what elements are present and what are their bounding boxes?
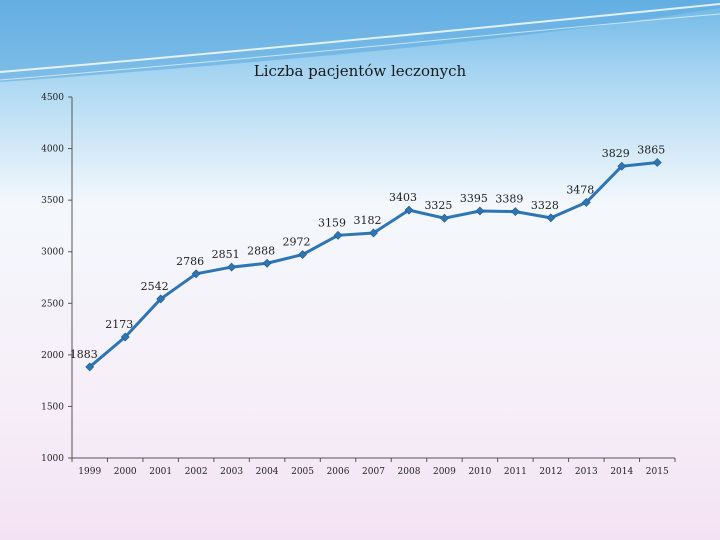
data-label: 3389 bbox=[495, 193, 523, 206]
header-swoosh-decoration bbox=[0, 0, 720, 82]
x-tick-label: 2015 bbox=[646, 467, 669, 477]
x-tick-label: 1999 bbox=[78, 467, 101, 477]
x-tick-label: 2014 bbox=[610, 467, 633, 477]
data-point bbox=[298, 250, 307, 260]
data-label: 3182 bbox=[354, 214, 382, 227]
y-tick-label: 4500 bbox=[41, 93, 64, 103]
y-tick-label: 4000 bbox=[41, 145, 64, 155]
x-tick-label: 2008 bbox=[398, 467, 421, 477]
y-tick-label: 2000 bbox=[41, 351, 64, 361]
data-point bbox=[581, 197, 591, 207]
data-label: 3325 bbox=[424, 199, 452, 212]
data-point bbox=[510, 207, 520, 217]
x-tick-label: 2000 bbox=[114, 467, 137, 477]
x-tick-label: 2009 bbox=[433, 467, 456, 477]
data-label: 2542 bbox=[141, 280, 169, 293]
chart-title: Liczba pacjentów leczonych bbox=[253, 62, 467, 80]
data-label: 3829 bbox=[602, 147, 630, 160]
data-label: 2786 bbox=[176, 255, 204, 268]
y-tick-label: 3000 bbox=[41, 248, 64, 258]
x-tick-label: 2001 bbox=[149, 467, 172, 477]
data-label: 2972 bbox=[283, 236, 311, 249]
data-label: 3865 bbox=[637, 143, 665, 156]
data-label: 3159 bbox=[318, 216, 346, 229]
x-tick-label: 2005 bbox=[291, 467, 314, 477]
data-point bbox=[404, 205, 414, 215]
data-point bbox=[85, 362, 95, 372]
x-tick-label: 2013 bbox=[575, 467, 598, 477]
data-label: 1883 bbox=[70, 348, 98, 361]
data-label: 2173 bbox=[105, 318, 133, 331]
data-label: 2851 bbox=[212, 248, 240, 261]
data-point bbox=[475, 206, 485, 216]
data-point bbox=[156, 294, 166, 304]
data-label: 3328 bbox=[531, 199, 559, 212]
data-label: 3395 bbox=[460, 192, 488, 205]
y-tick-label: 1000 bbox=[41, 454, 64, 464]
x-tick-label: 2002 bbox=[185, 467, 208, 477]
x-tick-label: 2011 bbox=[504, 467, 527, 477]
data-point bbox=[120, 332, 130, 342]
data-point bbox=[617, 161, 627, 171]
x-tick-label: 2007 bbox=[362, 467, 385, 477]
x-tick-label: 2004 bbox=[256, 467, 279, 477]
data-point bbox=[440, 213, 449, 223]
data-point bbox=[546, 213, 556, 223]
data-point bbox=[191, 269, 201, 279]
data-point bbox=[652, 158, 662, 167]
x-tick-label: 2012 bbox=[539, 467, 562, 477]
data-point bbox=[369, 228, 378, 238]
y-tick-label: 3500 bbox=[41, 196, 64, 206]
data-point bbox=[333, 230, 343, 240]
x-tick-label: 2003 bbox=[220, 467, 243, 477]
y-tick-label: 1500 bbox=[41, 402, 64, 412]
data-label: 3403 bbox=[389, 191, 417, 204]
y-tick-label: 2500 bbox=[41, 299, 64, 309]
data-label: 2888 bbox=[247, 244, 275, 257]
x-tick-label: 2006 bbox=[327, 467, 350, 477]
x-tick-label: 2010 bbox=[468, 467, 491, 477]
data-point bbox=[262, 258, 272, 268]
data-point bbox=[227, 262, 237, 272]
data-label: 3478 bbox=[566, 183, 594, 196]
